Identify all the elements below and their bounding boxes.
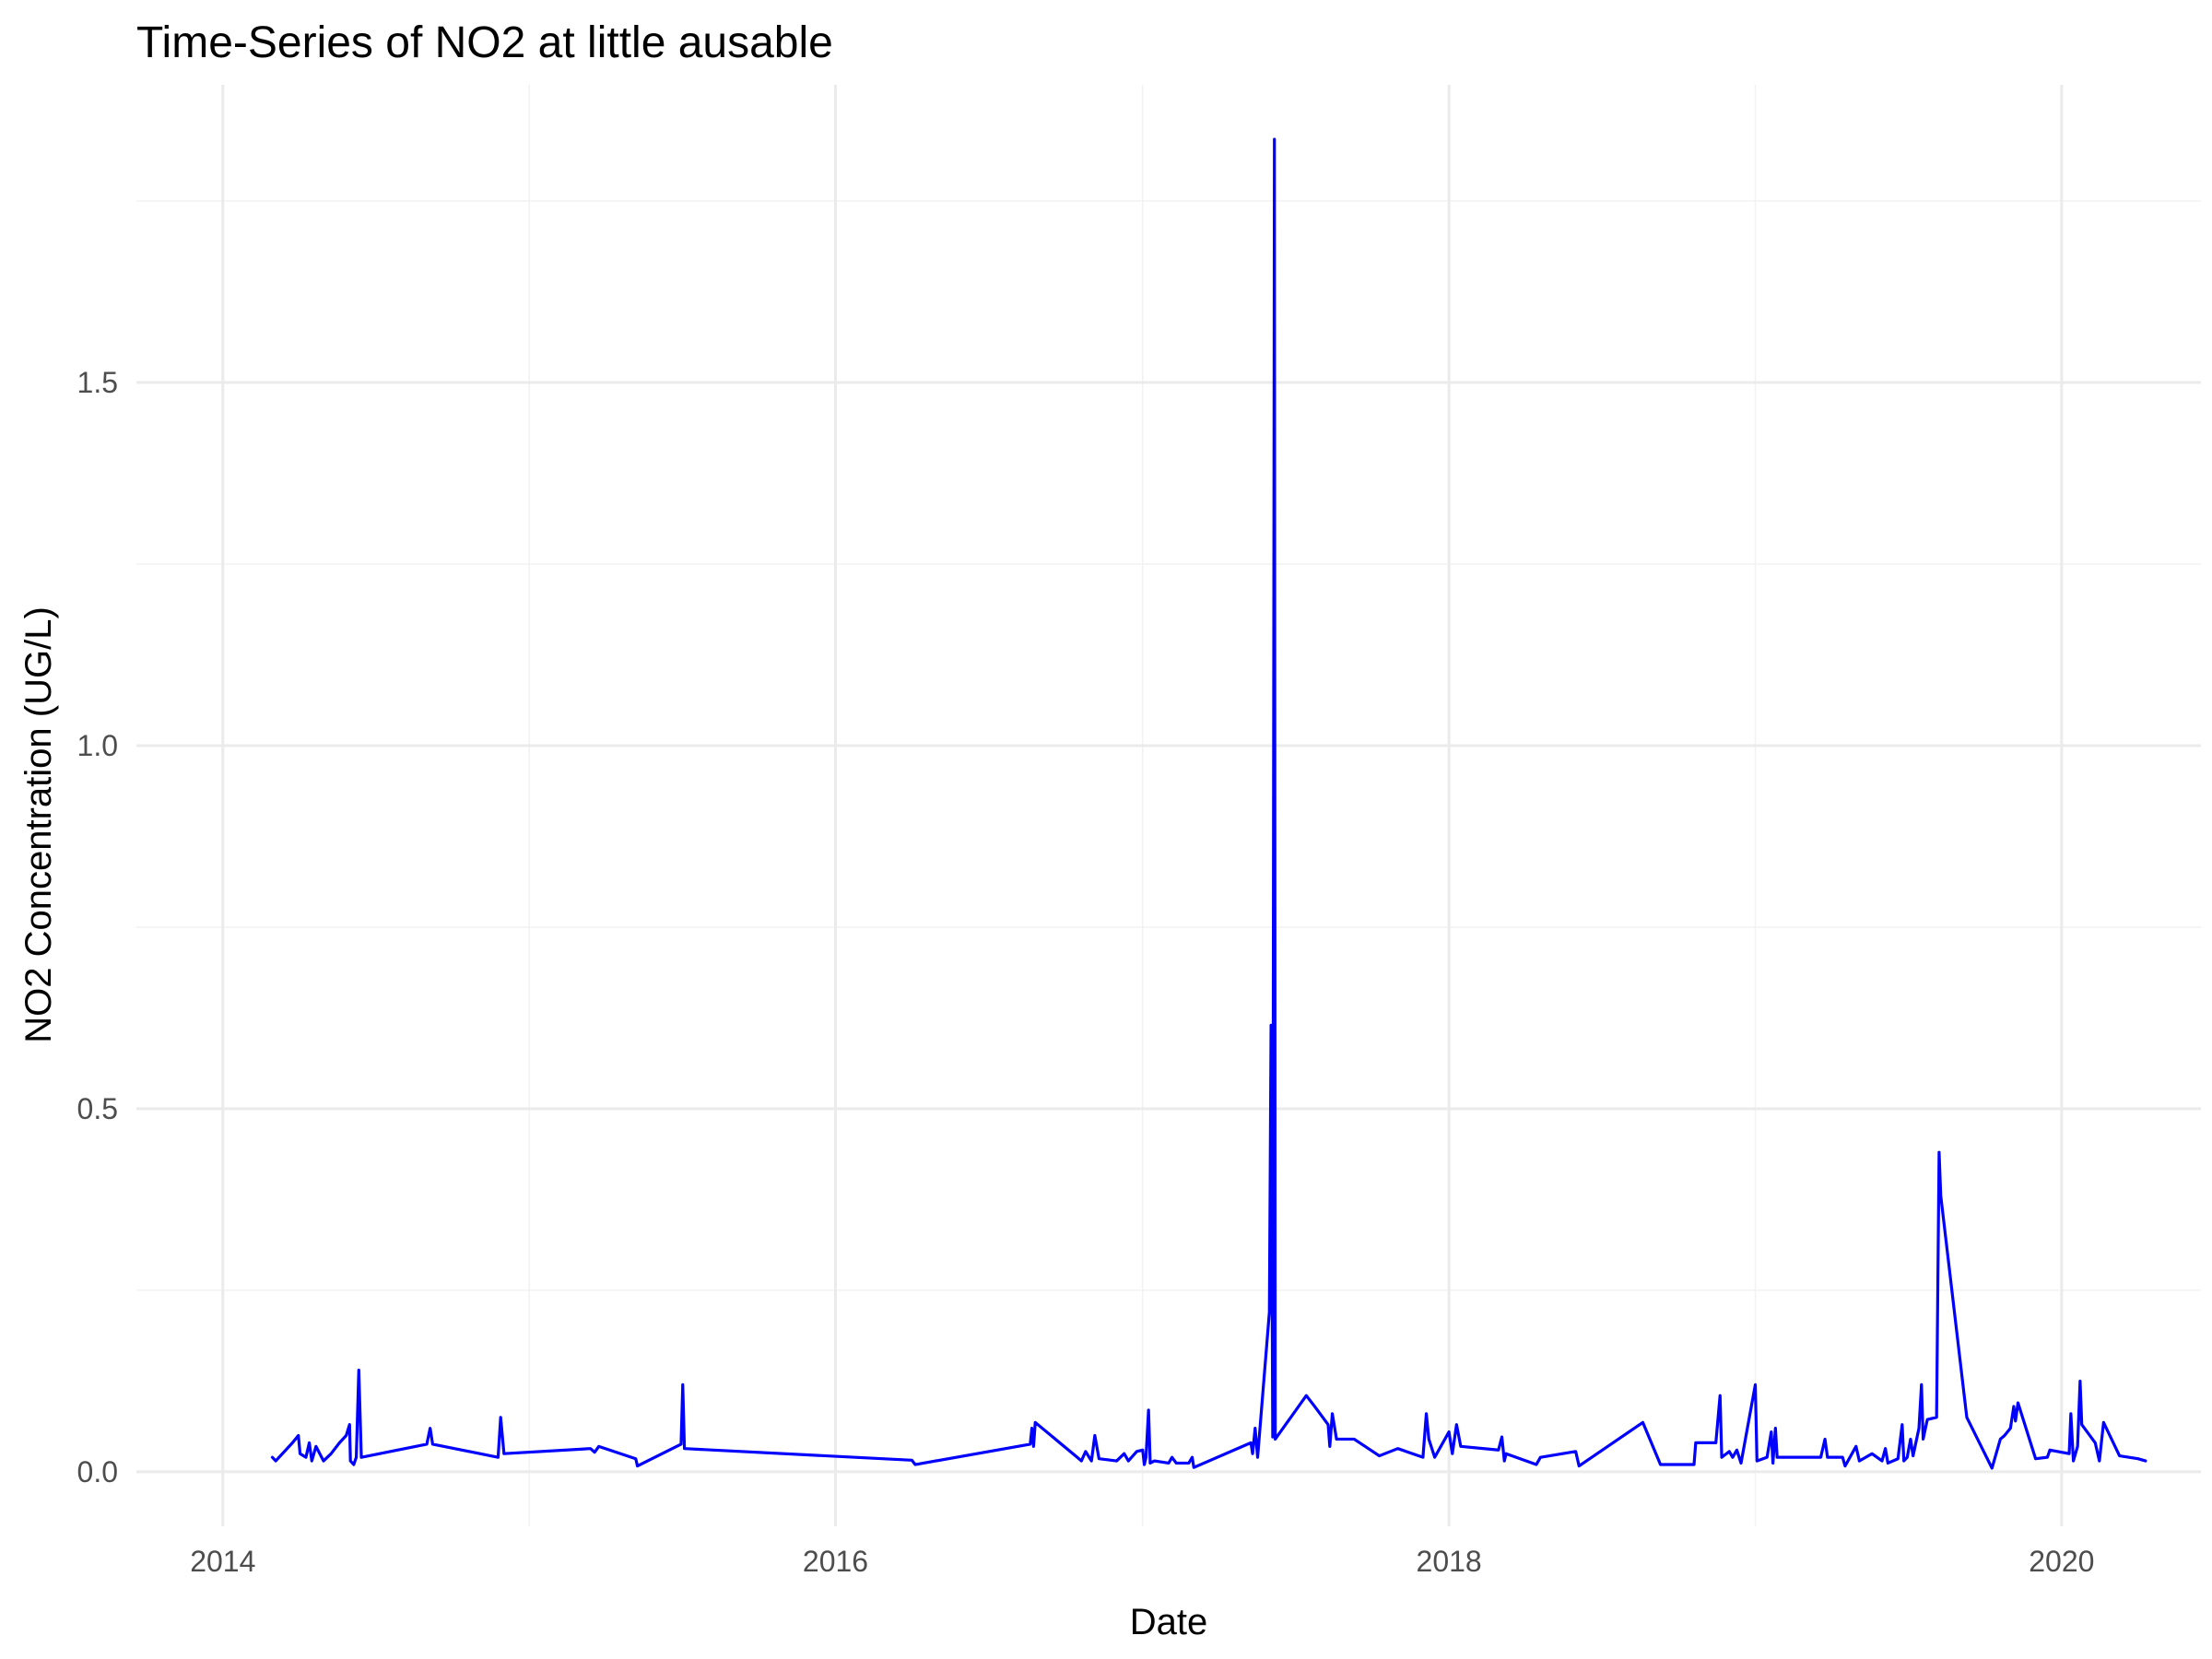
x-tick-label: 2018 (1417, 1545, 1482, 1578)
y-tick-label: 1.0 (77, 729, 118, 762)
chart-title: Time-Series of NO2 at little ausable (136, 18, 833, 67)
x-tick-label: 2020 (2029, 1545, 2094, 1578)
x-axis-tick-labels: 2014 2016 2018 2020 (190, 1545, 2094, 1578)
no2-series-line (270, 137, 2147, 1470)
x-axis-title: Date (1130, 1602, 1208, 1642)
y-tick-label: 1.5 (77, 366, 118, 399)
y-axis-tick-labels: 0.0 0.5 1.0 1.5 (77, 366, 118, 1488)
major-gridlines (136, 85, 2201, 1526)
y-axis-title: NO2 Concentration (UG/L) (18, 606, 59, 1043)
minor-gridlines (136, 85, 2201, 1526)
x-tick-label: 2014 (190, 1545, 255, 1578)
x-tick-label: 2016 (803, 1545, 868, 1578)
y-tick-label: 0.5 (77, 1092, 118, 1125)
y-tick-label: 0.0 (77, 1455, 118, 1488)
